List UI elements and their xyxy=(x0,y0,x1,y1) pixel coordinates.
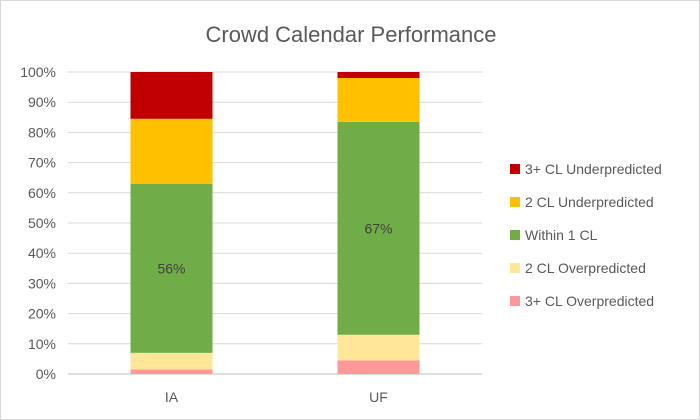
bar-segment xyxy=(337,72,420,79)
bar-segment xyxy=(130,369,213,374)
legend-label: Within 1 CL xyxy=(525,227,598,243)
y-tick-label: 70% xyxy=(28,155,56,171)
legend-swatch xyxy=(510,197,520,207)
data-label: 56% xyxy=(157,260,185,276)
legend-label: 2 CL Overpredicted xyxy=(525,260,646,276)
legend-swatch xyxy=(510,296,520,306)
y-tick-label: 30% xyxy=(28,275,56,291)
gridlines xyxy=(68,71,482,375)
y-tick-label: 40% xyxy=(28,245,56,261)
legend-swatch xyxy=(510,164,520,174)
y-tick-label: 20% xyxy=(28,306,56,322)
legend-label: 3+ CL Underpredicted xyxy=(525,161,662,177)
legend-label: 2 CL Underpredicted xyxy=(525,194,654,210)
x-axis: IA UF xyxy=(165,389,388,405)
legend: 3+ CL Underpredicted 2 CL Underpredicted W… xyxy=(510,161,662,309)
bar-segment xyxy=(130,72,213,119)
y-tick-label: 10% xyxy=(28,336,56,352)
data-labels: 56% 67% xyxy=(157,220,392,276)
y-tick-label: 60% xyxy=(28,185,56,201)
bar-segment xyxy=(130,118,213,184)
y-tick-label: 50% xyxy=(28,215,56,231)
bar-segment xyxy=(337,334,420,361)
legend-label: 3+ CL Overpredicted xyxy=(525,293,654,309)
x-tick-label: IA xyxy=(165,389,179,405)
legend-swatch xyxy=(510,263,520,273)
bar-segment xyxy=(130,183,213,353)
data-label: 67% xyxy=(364,220,392,236)
y-tick-label: 80% xyxy=(28,124,56,140)
bars xyxy=(130,72,420,374)
y-axis: 0% 10% 20% 30% 40% 50% 60% 70% 80% 90% 100% xyxy=(20,64,56,382)
x-tick-label: UF xyxy=(369,389,388,405)
legend-swatch xyxy=(510,230,520,240)
bar-segment xyxy=(337,360,420,374)
bar-segment xyxy=(337,78,420,122)
y-tick-label: 90% xyxy=(28,94,56,110)
y-tick-label: 100% xyxy=(20,64,56,80)
bar-segment xyxy=(130,352,213,370)
bar-segment xyxy=(337,121,420,335)
chart-title: Crowd Calendar Performance xyxy=(205,22,496,47)
y-tick-label: 0% xyxy=(36,366,56,382)
